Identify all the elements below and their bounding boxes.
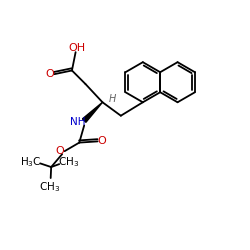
Text: O: O bbox=[56, 146, 64, 156]
Text: OH: OH bbox=[68, 43, 86, 53]
Text: O: O bbox=[98, 136, 106, 146]
Text: NH: NH bbox=[70, 117, 85, 127]
Text: CH$_3$: CH$_3$ bbox=[58, 155, 80, 169]
Polygon shape bbox=[82, 102, 102, 122]
Text: H$_3$C: H$_3$C bbox=[20, 155, 41, 169]
Text: O: O bbox=[46, 69, 54, 79]
Text: CH$_3$: CH$_3$ bbox=[39, 180, 60, 194]
Text: H: H bbox=[108, 94, 116, 104]
